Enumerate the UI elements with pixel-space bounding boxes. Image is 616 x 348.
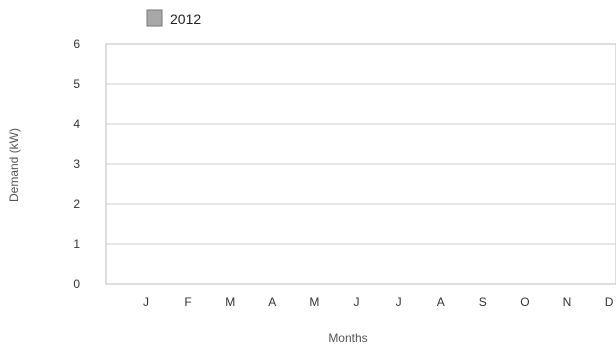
x-tick-label: J: [354, 295, 360, 309]
x-tick-label: A: [268, 295, 276, 309]
x-tick-label: F: [184, 295, 191, 309]
x-axis-title: Months: [328, 331, 367, 345]
x-tick-label: J: [396, 295, 402, 309]
y-axis-ticks: 0 1 2 3 4 5 6: [73, 37, 80, 291]
x-tick-label: O: [520, 295, 529, 309]
x-tick-label: D: [605, 295, 614, 309]
y-tick-label: 6: [73, 37, 80, 51]
x-tick-label: J: [143, 295, 149, 309]
x-tick-label: A: [437, 295, 445, 309]
x-tick-label: N: [563, 295, 572, 309]
y-tick-label: 1: [73, 237, 80, 251]
x-tick-label: M: [225, 295, 235, 309]
y-tick-label: 5: [73, 77, 80, 91]
y-tick-label: 4: [73, 117, 80, 131]
x-tick-label: S: [479, 295, 487, 309]
y-axis-title: Demand (kW): [7, 128, 21, 202]
y-tick-label: 3: [73, 157, 80, 171]
x-tick-label: M: [309, 295, 319, 309]
legend-label-2012: 2012: [170, 11, 201, 27]
legend-swatch-2012: [146, 9, 163, 27]
y-tick-label: 0: [73, 277, 80, 291]
legend: 2012: [146, 9, 201, 27]
y-tick-label: 2: [73, 197, 80, 211]
gridlines: [106, 83, 616, 245]
